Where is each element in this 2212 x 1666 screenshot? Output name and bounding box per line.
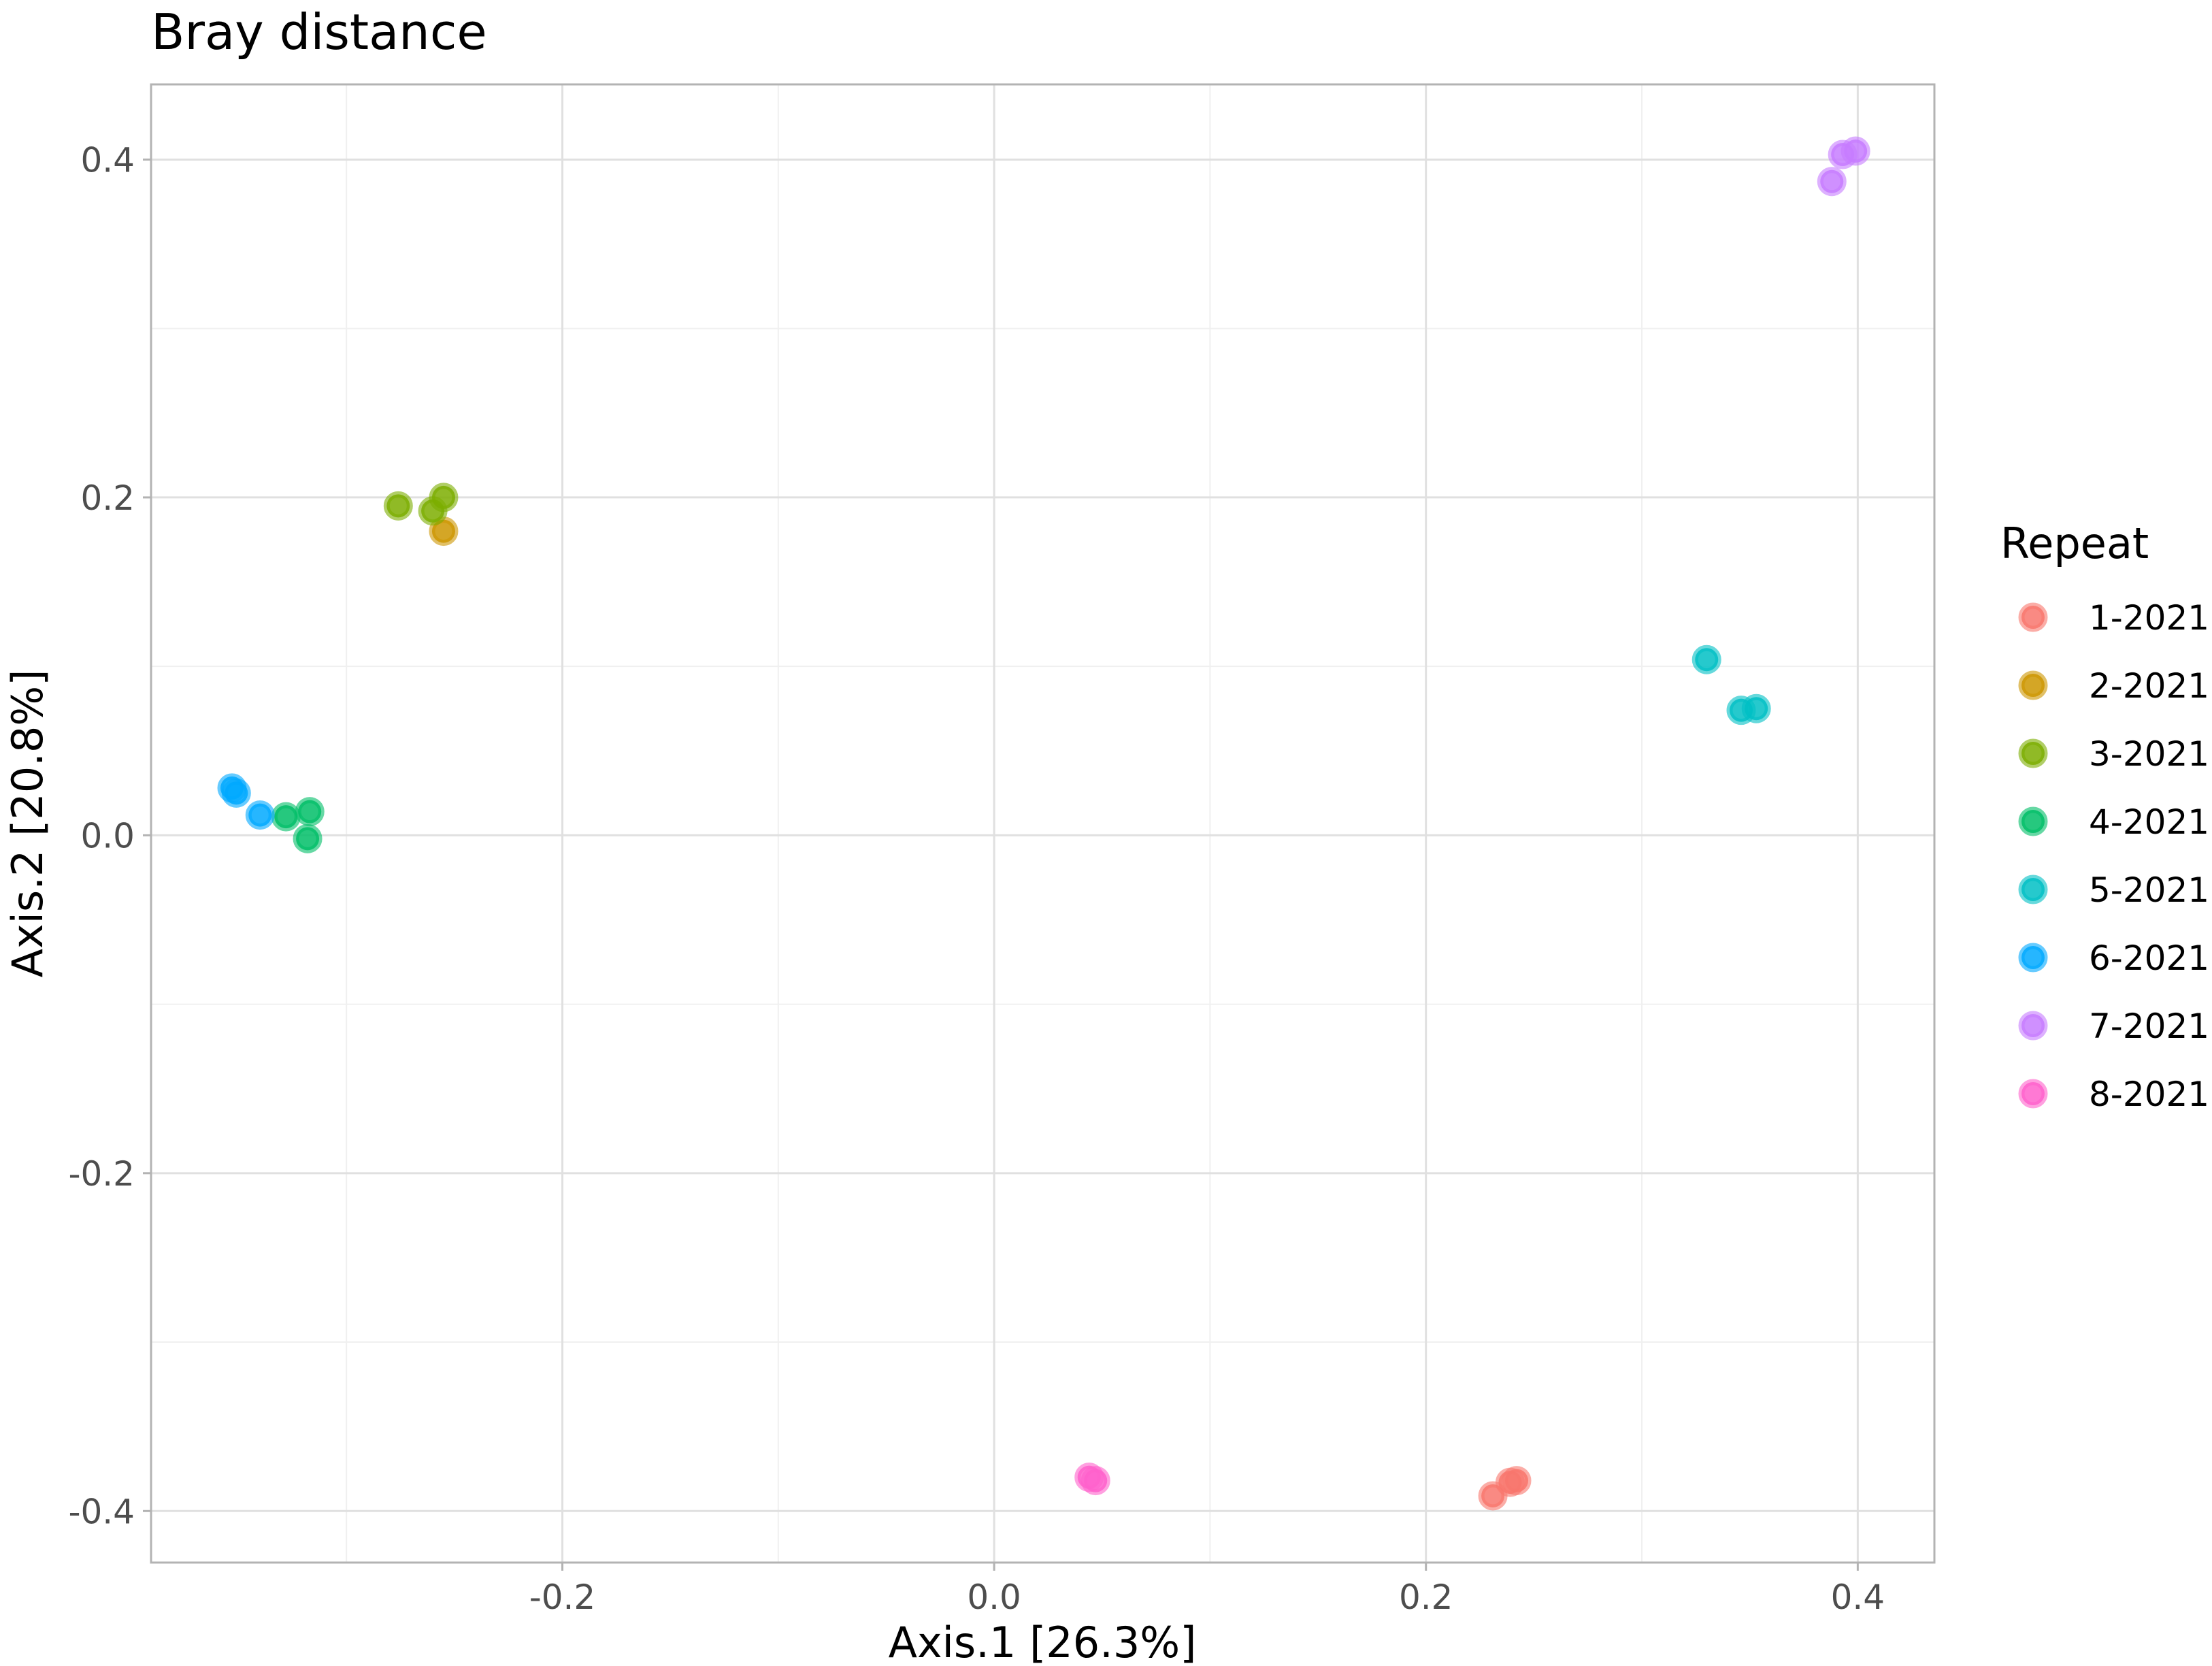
- legend-key: [2018, 943, 2048, 973]
- legend-label: 8-2021: [2089, 1075, 2209, 1114]
- data-point: [293, 823, 323, 853]
- data-point: [1502, 1466, 1532, 1496]
- data-point: [429, 483, 459, 512]
- grid-major: [151, 84, 1934, 1563]
- data-point: [1840, 136, 1870, 166]
- points-layer: [217, 136, 1870, 1511]
- data-point: [295, 797, 325, 827]
- data-point: [1080, 1466, 1110, 1496]
- legend-label: 7-2021: [2089, 1007, 2209, 1046]
- data-point: [383, 491, 413, 521]
- legend-title: Repeat: [2000, 519, 2149, 568]
- y-tick-label: 0.0: [80, 816, 135, 855]
- x-axis-ticks: -0.2 0.0 0.2 0.4: [529, 1563, 1885, 1617]
- legend-key: [2018, 670, 2048, 700]
- data-point: [245, 800, 275, 830]
- plot-background: [151, 84, 1934, 1563]
- legend-items: 1-2021 2-2021 3-2021 4-2021 5-2021 6-2021 7-20…: [2018, 598, 2209, 1114]
- x-tick-label: 0.4: [1831, 1578, 1885, 1617]
- legend-label: 2-2021: [2089, 666, 2209, 706]
- legend-label: 3-2021: [2089, 734, 2209, 774]
- y-tick-label: -0.4: [68, 1492, 135, 1531]
- plot-panel: [150, 83, 1936, 1564]
- x-tick-label: 0.2: [1399, 1578, 1453, 1617]
- legend-label: 6-2021: [2089, 938, 2209, 978]
- x-axis-title: Axis.1 [26.3%]: [889, 1618, 1197, 1666]
- legend-key: [2018, 1079, 2048, 1109]
- legend-label: 4-2021: [2089, 802, 2209, 842]
- data-point: [1691, 644, 1721, 674]
- legend-key: [2018, 738, 2048, 768]
- legend-key: [2018, 806, 2048, 836]
- y-tick-label: 0.2: [80, 478, 135, 518]
- data-point: [1741, 693, 1771, 723]
- legend: Repeat 1-2021 2-2021 3-2021 4-2021 5-2021 6-2…: [2000, 519, 2209, 1114]
- legend-key: [2018, 875, 2048, 904]
- legend-key: [2018, 602, 2048, 632]
- legend-key: [2018, 1011, 2048, 1041]
- x-tick-label: -0.2: [529, 1578, 596, 1617]
- y-axis-title: Axis.2 [20.8%]: [3, 670, 52, 978]
- grid-minor: [151, 84, 1934, 1563]
- data-point: [271, 802, 301, 832]
- data-point: [1817, 167, 1847, 197]
- legend-label: 5-2021: [2089, 870, 2209, 910]
- y-tick-label: -0.2: [68, 1154, 135, 1194]
- x-tick-label: 0.0: [967, 1578, 1021, 1617]
- plot-border: [150, 83, 1936, 1564]
- legend-label: 1-2021: [2089, 598, 2209, 638]
- y-tick-label: 0.4: [80, 140, 135, 180]
- y-axis-ticks: -0.4 -0.2 0.0 0.2 0.4: [68, 140, 151, 1531]
- chart-title: Bray distance: [151, 3, 487, 61]
- data-point: [221, 778, 251, 808]
